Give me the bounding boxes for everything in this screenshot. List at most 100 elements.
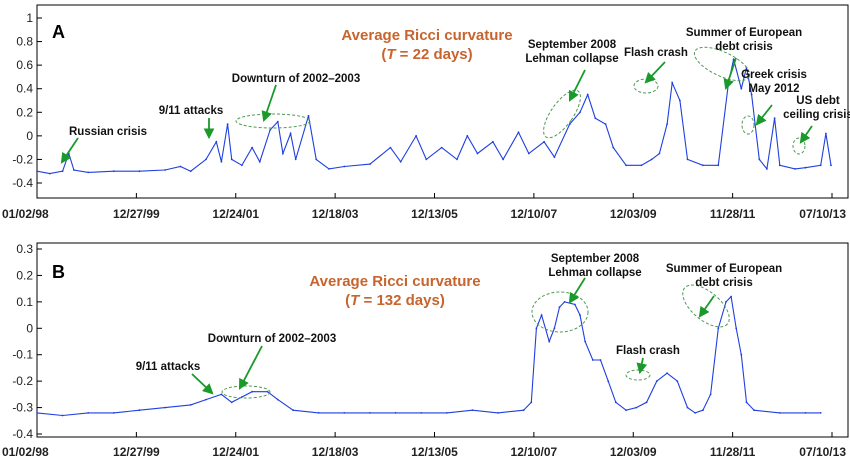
ellipse-flash-b bbox=[625, 369, 651, 381]
x-tick-label: 12/10/07 bbox=[511, 445, 558, 459]
x-tick-label: 12/18/03 bbox=[312, 445, 359, 459]
data-point bbox=[612, 146, 615, 149]
arrow-usdebt-a bbox=[799, 125, 813, 144]
data-point bbox=[389, 146, 392, 149]
ellipse-european-a bbox=[693, 46, 751, 82]
data-point bbox=[819, 164, 822, 167]
data-point bbox=[502, 158, 504, 161]
data-point bbox=[466, 135, 469, 137]
data-point bbox=[794, 168, 796, 170]
data-point bbox=[625, 409, 627, 412]
annotation-lehman-a: September 2008 Lehman collapse bbox=[525, 39, 618, 65]
data-point bbox=[269, 129, 271, 131]
panel-a-y-axis: -0.4 -0.2 0 0.2 0.4 0.6 0.8 1 bbox=[12, 11, 42, 190]
x-tick-label: 12/13/05 bbox=[411, 207, 458, 221]
data-point bbox=[543, 140, 545, 143]
data-point bbox=[702, 164, 704, 167]
annotation-flash-a: Flash crash bbox=[624, 47, 688, 59]
data-point bbox=[694, 412, 697, 414]
data-point bbox=[241, 164, 243, 167]
panel-b-y-axis: -0.4 -0.3 -0.2 -0.1 0 0.1 0.2 0.3 bbox=[12, 242, 42, 441]
data-point bbox=[584, 340, 586, 343]
x-tick-label: 12/24/01 bbox=[212, 207, 259, 221]
data-point bbox=[476, 152, 479, 155]
data-point bbox=[686, 158, 689, 161]
data-point bbox=[671, 81, 674, 84]
data-point bbox=[650, 158, 653, 161]
data-point bbox=[517, 131, 520, 134]
data-point bbox=[230, 401, 233, 404]
annotation-usdebt-a: US debt ceiling crisis bbox=[783, 95, 850, 121]
data-point bbox=[594, 117, 597, 120]
ellipse-greek-a bbox=[741, 115, 755, 135]
panel-b-x-axis: 01/02/98 12/27/99 12/24/01 12/18/03 12/13/05… bbox=[2, 432, 846, 459]
data-point bbox=[425, 158, 428, 161]
data-point bbox=[456, 158, 458, 161]
data-point bbox=[658, 152, 661, 155]
data-point bbox=[471, 409, 474, 412]
data-point bbox=[369, 163, 371, 166]
data-point bbox=[415, 135, 417, 137]
arrow-flash-a bbox=[644, 61, 666, 84]
data-point bbox=[804, 166, 807, 169]
annotation-european-b: Summer of European debt crisis bbox=[666, 263, 782, 289]
panel-a-points bbox=[36, 58, 832, 175]
x-tick-label: 01/02/98 bbox=[2, 207, 49, 221]
y-tick-label: 0 bbox=[26, 129, 33, 143]
data-point bbox=[553, 156, 556, 159]
panel-a-subtitle: (T = 22 days) bbox=[381, 46, 472, 63]
data-point bbox=[315, 158, 318, 161]
data-point bbox=[205, 158, 207, 161]
data-point bbox=[753, 409, 755, 412]
data-point bbox=[294, 158, 297, 161]
data-point bbox=[530, 401, 533, 404]
ellipse-usdebt-a bbox=[792, 137, 806, 155]
panel-b-label: B bbox=[52, 262, 65, 282]
data-point bbox=[179, 165, 182, 168]
data-point bbox=[328, 168, 330, 170]
arrow-european-b bbox=[698, 295, 715, 318]
data-point bbox=[773, 117, 776, 120]
data-point bbox=[220, 160, 223, 163]
data-point bbox=[230, 158, 233, 161]
y-tick-label: -0.3 bbox=[12, 401, 33, 415]
x-tick-label: 12/10/07 bbox=[511, 207, 558, 221]
panel-a-label: A bbox=[52, 22, 65, 42]
data-point bbox=[819, 412, 822, 414]
panel-b-points bbox=[36, 295, 822, 417]
panel-b: B Average Ricci curvature (T = 132 days)… bbox=[2, 242, 849, 459]
data-point bbox=[87, 171, 90, 174]
data-point bbox=[645, 401, 648, 404]
x-tick-label: 12/24/01 bbox=[212, 445, 259, 459]
data-point bbox=[394, 412, 397, 414]
data-point bbox=[445, 412, 448, 414]
data-point bbox=[164, 406, 167, 409]
data-point bbox=[709, 393, 712, 396]
data-point bbox=[292, 409, 294, 412]
arrow-911-b bbox=[191, 373, 214, 395]
data-point bbox=[579, 111, 581, 114]
data-point bbox=[778, 164, 781, 167]
annotation-downturn-a: Downturn of 2002–2003 bbox=[232, 73, 360, 85]
x-tick-label: 12/03/09 bbox=[610, 445, 657, 459]
panel-b-title: Average Ricci curvature bbox=[309, 273, 480, 290]
x-tick-label: 07/10/13 bbox=[799, 207, 846, 221]
ellipse-lehman-a bbox=[543, 89, 581, 139]
data-point bbox=[625, 164, 627, 167]
data-point bbox=[679, 99, 681, 102]
data-point bbox=[36, 412, 38, 414]
y-tick-label: 0.4 bbox=[16, 82, 33, 96]
data-point bbox=[61, 170, 64, 173]
x-tick-label: 07/10/13 bbox=[799, 445, 846, 459]
data-point bbox=[343, 412, 346, 414]
data-point bbox=[745, 401, 748, 404]
data-point bbox=[189, 404, 192, 406]
data-point bbox=[307, 114, 310, 117]
y-tick-label: -0.2 bbox=[12, 152, 33, 166]
y-tick-label: -0.4 bbox=[12, 427, 33, 441]
data-point bbox=[215, 140, 218, 143]
data-point bbox=[702, 409, 704, 412]
x-tick-label: 11/28/11 bbox=[710, 207, 756, 221]
data-point bbox=[586, 93, 589, 96]
